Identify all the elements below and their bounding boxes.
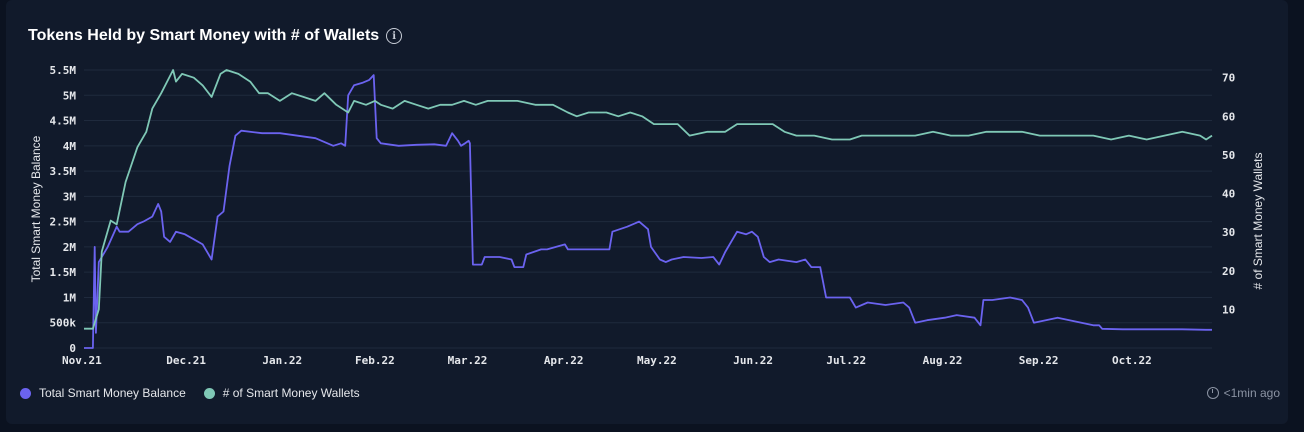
x-tick-label: Mar.22	[448, 354, 488, 367]
legend-item-balance[interactable]: Total Smart Money Balance	[20, 386, 186, 400]
series-line-wallets	[84, 69, 1213, 330]
y-left-tick-label: 3.5M	[50, 165, 77, 178]
x-tick-label: Sep.22	[1019, 354, 1059, 367]
x-tick-label: Nov.21	[62, 354, 102, 367]
x-tick-label: Dec.21	[166, 354, 206, 367]
y-right-tick-label: 40	[1222, 188, 1235, 201]
x-tick-label: Apr.22	[544, 354, 584, 367]
y-left-tick-label: 4.5M	[50, 115, 77, 128]
legend-dot-wallets	[203, 387, 215, 399]
y-left-tick-label: 1.5M	[50, 266, 77, 279]
y-right-tick-label: 20	[1222, 265, 1235, 278]
chart-title: Tokens Held by Smart Money with # of Wal…	[28, 27, 403, 45]
x-tick-label: Feb.22	[355, 354, 395, 367]
y-left-tick-label: 5.5M	[50, 64, 77, 77]
legend-dot-balance	[20, 387, 31, 399]
info-icon[interactable]: i	[386, 28, 403, 44]
legend: Total Smart Money Balance # of Smart Mon…	[20, 386, 378, 400]
legend-label-balance: Total Smart Money Balance	[39, 386, 186, 400]
x-tick-label: Jan.22	[262, 354, 302, 367]
y-left-tick-label: 2.5M	[50, 216, 77, 229]
y-right-axis-title: # of Smart Money Wallets	[1251, 153, 1265, 290]
clock-refresh-icon[interactable]	[1206, 387, 1219, 399]
last-updated: <1min ago	[1206, 386, 1280, 400]
y-left-tick-label: 3M	[63, 190, 77, 203]
chart-title-text: Tokens Held by Smart Money with # of Wal…	[28, 27, 380, 44]
y-left-tick-label: 5M	[63, 89, 77, 102]
y-right-tick-label: 10	[1222, 303, 1235, 316]
legend-label-wallets: # of Smart Money Wallets	[222, 386, 360, 400]
series-line-balance	[84, 74, 1212, 349]
chart-card: Tokens Held by Smart Money with # of Wal…	[6, 0, 1288, 424]
y-left-tick-label: 2M	[63, 241, 77, 254]
last-updated-text: <1min ago	[1223, 386, 1280, 400]
legend-item-wallets[interactable]: # of Smart Money Wallets	[203, 386, 360, 400]
x-tick-label: Oct.22	[1112, 354, 1152, 367]
x-tick-label: Jun.22	[733, 354, 773, 367]
x-tick-label: May.22	[637, 354, 677, 367]
y-left-tick-label: 0	[69, 342, 76, 355]
y-right-tick-label: 70	[1222, 72, 1235, 85]
y-right-tick-label: 50	[1222, 149, 1235, 162]
y-left-axis-title: Total Smart Money Balance	[29, 135, 43, 282]
y-left-tick-label: 4M	[63, 140, 77, 153]
y-left-tick-label: 500k	[50, 317, 77, 330]
x-tick-label: Jul.22	[826, 354, 866, 367]
y-right-tick-label: 30	[1222, 226, 1235, 239]
y-right-tick-label: 60	[1222, 110, 1235, 123]
x-tick-label: Aug.22	[923, 354, 963, 367]
y-left-tick-label: 1M	[63, 291, 77, 304]
